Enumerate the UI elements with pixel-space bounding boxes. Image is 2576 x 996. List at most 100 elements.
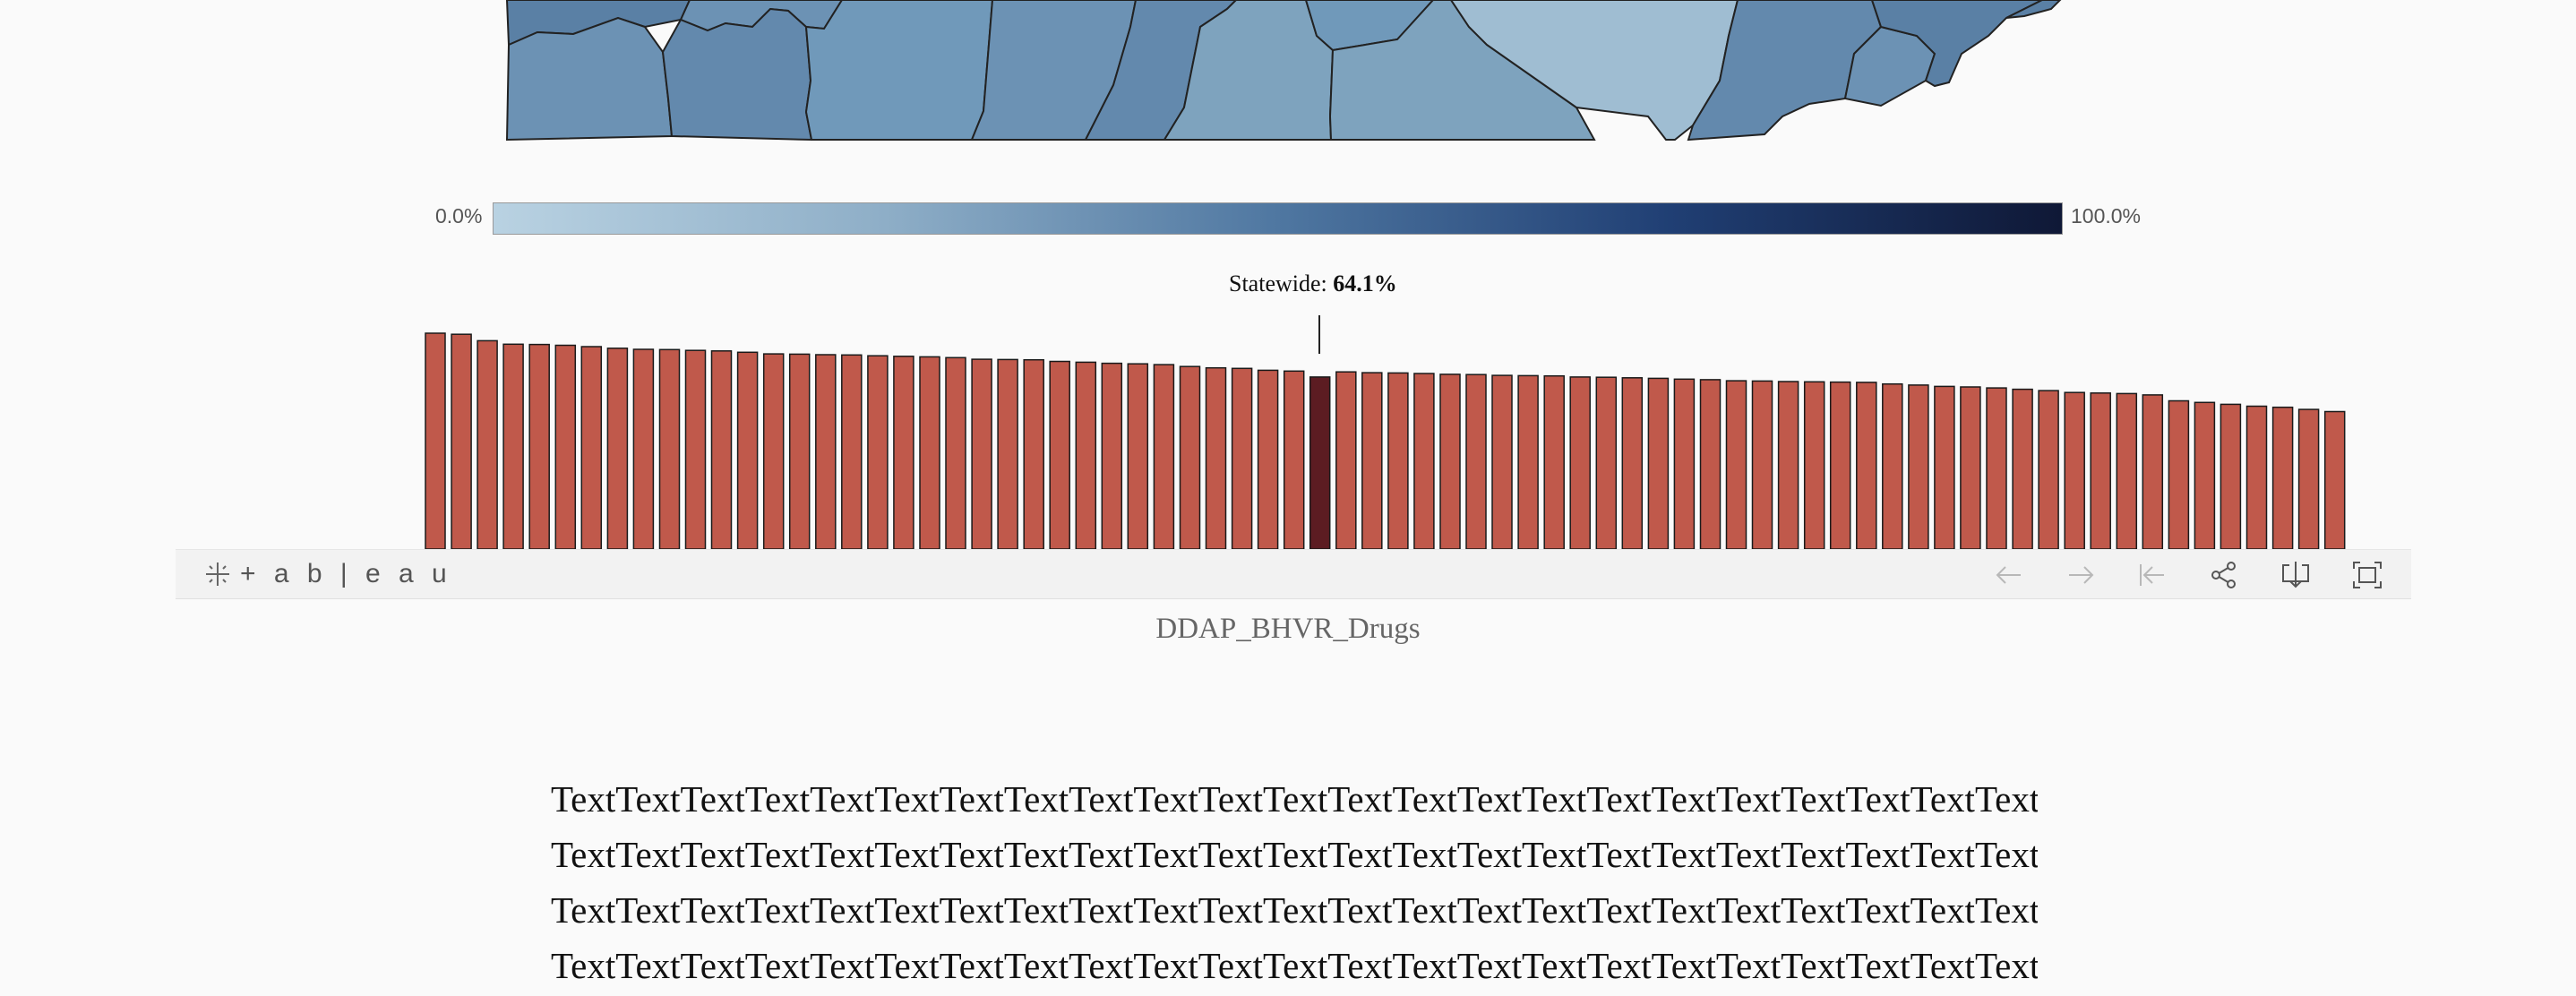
county-bar[interactable] (1179, 365, 1201, 550)
county-bar[interactable] (684, 349, 707, 550)
map-region[interactable] (804, 0, 994, 141)
county-bar[interactable] (2142, 394, 2164, 550)
county-bar[interactable] (945, 356, 966, 550)
fullscreen-icon (2353, 562, 2382, 588)
county-bar[interactable] (632, 348, 655, 550)
statewide-bar[interactable] (1309, 376, 1331, 550)
county-bar[interactable] (425, 332, 446, 550)
revert-button[interactable] (2137, 560, 2168, 590)
county-bar[interactable] (997, 358, 1018, 550)
county-bar[interactable] (2271, 406, 2294, 550)
body-text-line: TextTextTextTextTextTextTextTextTextText… (551, 834, 2038, 875)
state-map[interactable] (0, 0, 2576, 152)
county-bar[interactable] (1413, 373, 1435, 550)
arrow-right-icon (2069, 566, 2094, 584)
county-bar[interactable] (710, 350, 733, 550)
county-bar[interactable] (1023, 358, 1044, 550)
county-bar[interactable] (528, 343, 550, 550)
county-bar[interactable] (919, 356, 940, 550)
county-bar[interactable] (1699, 379, 1722, 550)
county-bar[interactable] (451, 333, 472, 550)
county-bar[interactable] (2297, 408, 2320, 550)
map-region[interactable] (505, 16, 674, 142)
county-bar[interactable] (1856, 382, 1877, 550)
county-bar[interactable] (2323, 410, 2346, 550)
county-bar[interactable] (2168, 399, 2190, 550)
share-button[interactable] (2209, 560, 2239, 590)
county-bar[interactable] (2064, 391, 2085, 550)
county-bar[interactable] (1283, 370, 1305, 550)
county-bar[interactable] (2194, 401, 2216, 550)
county-bar[interactable] (1465, 374, 1487, 550)
undo-button[interactable] (1994, 560, 2024, 590)
county-bar[interactable] (1751, 380, 1773, 550)
legend-min-label: 0.0% (435, 204, 483, 228)
county-bar[interactable] (477, 339, 498, 550)
tableau-logo[interactable]: + a b | e a u (202, 559, 452, 589)
county-bar[interactable] (1569, 376, 1591, 550)
county-bar[interactable] (1361, 372, 1383, 550)
county-bar[interactable] (2090, 392, 2111, 550)
county-bar[interactable] (736, 351, 759, 550)
county-bar[interactable] (1647, 377, 1670, 550)
county-bar[interactable] (658, 348, 681, 550)
body-text-line: TextTextTextTextTextTextTextTextTextText… (551, 778, 2038, 820)
legend-max-label: 100.0% (2071, 204, 2142, 228)
county-bar[interactable] (1439, 374, 1461, 550)
county-bar[interactable] (1231, 367, 1253, 550)
county-bar[interactable] (1986, 387, 2007, 550)
map-region[interactable] (661, 7, 813, 142)
county-bar[interactable] (788, 353, 811, 550)
county-bar[interactable] (1595, 376, 1618, 550)
county-bar[interactable] (1387, 372, 1409, 550)
county-bar[interactable] (867, 355, 889, 550)
county-bar[interactable] (762, 353, 785, 550)
county-bar[interactable] (1517, 374, 1539, 550)
county-bar[interactable] (2038, 390, 2059, 550)
county-bar[interactable] (1829, 381, 1851, 550)
map-region[interactable] (2005, 0, 2062, 19)
county-bar[interactable] (893, 356, 914, 550)
county-bar[interactable] (1960, 386, 1981, 550)
county-bar[interactable] (2245, 405, 2268, 550)
statewide-annotation: Statewide: 64.1% (1229, 270, 1397, 297)
county-bar[interactable] (1491, 374, 1513, 550)
county-bar[interactable] (1777, 381, 1799, 550)
county-bar[interactable] (1049, 360, 1070, 550)
county-bar[interactable] (502, 343, 524, 550)
body-text-line: TextTextTextTextTextTextTextTextTextText… (551, 889, 2038, 931)
bar-series (425, 332, 2346, 550)
county-bar[interactable] (1673, 378, 1696, 550)
county-bar[interactable] (1934, 385, 1955, 550)
tableau-cross-icon (206, 562, 229, 586)
county-bar[interactable] (841, 354, 863, 550)
redo-button[interactable] (2065, 560, 2096, 590)
county-bar[interactable] (1803, 381, 1825, 550)
download-button[interactable] (2280, 560, 2311, 590)
county-bar[interactable] (580, 346, 603, 550)
viz-caption: DDAP_BHVR_Drugs (1155, 613, 1421, 645)
county-bar[interactable] (1335, 371, 1357, 550)
county-bar[interactable] (1153, 364, 1175, 550)
county-bar[interactable] (606, 348, 629, 550)
county-bar[interactable] (1101, 362, 1123, 550)
county-bar[interactable] (2116, 392, 2138, 550)
county-bar[interactable] (554, 344, 577, 550)
county-bar[interactable] (1257, 369, 1279, 550)
county-bar[interactable] (1725, 380, 1747, 550)
county-bar[interactable] (1621, 377, 1644, 550)
county-bar[interactable] (1543, 374, 1565, 550)
county-bar[interactable] (1075, 361, 1097, 550)
county-bar[interactable] (1205, 366, 1227, 550)
download-icon (2282, 562, 2309, 588)
county-bar[interactable] (971, 358, 992, 550)
county-bar[interactable] (1908, 384, 1929, 550)
statewide-prefix: Statewide: (1229, 270, 1334, 296)
fullscreen-button[interactable] (2352, 560, 2383, 590)
county-bar[interactable] (2220, 403, 2242, 550)
revert-icon (2140, 564, 2164, 586)
county-bar[interactable] (815, 354, 837, 550)
county-bar[interactable] (1882, 382, 1903, 550)
county-bar[interactable] (1127, 363, 1149, 550)
county-bar[interactable] (2012, 388, 2033, 550)
